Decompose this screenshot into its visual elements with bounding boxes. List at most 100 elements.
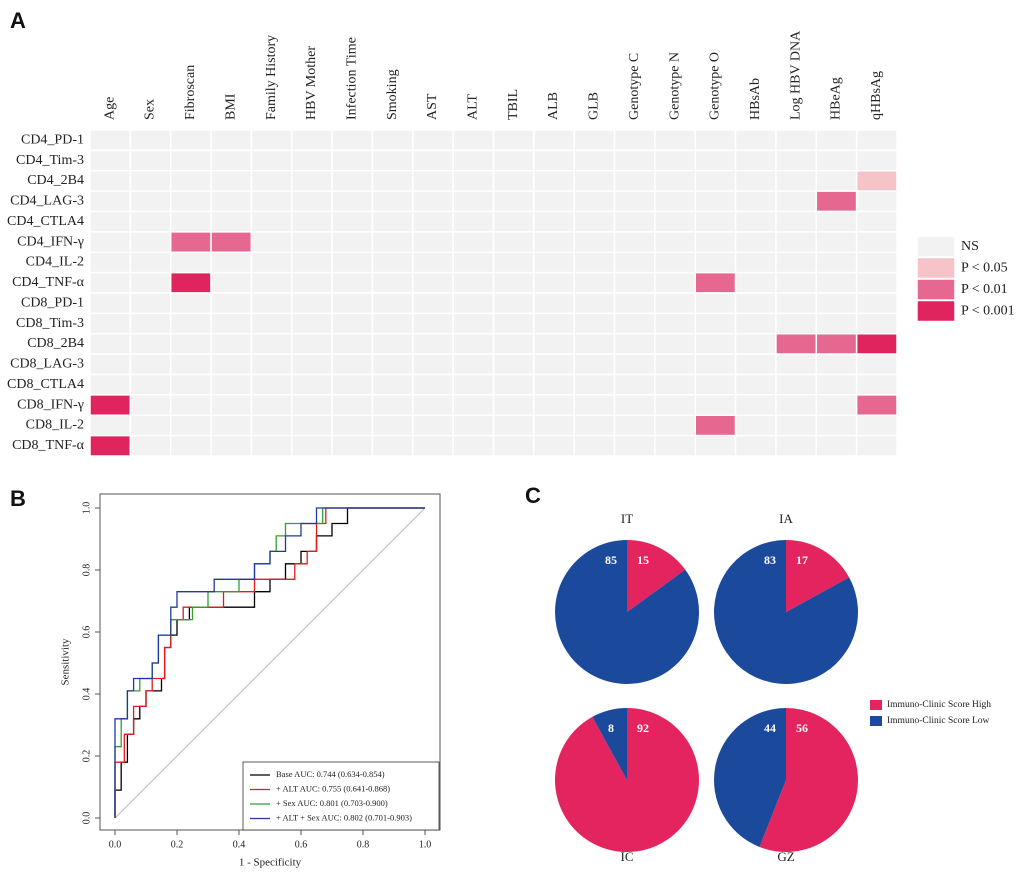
heat-cell	[250, 149, 293, 172]
pie-value-label: 92	[637, 721, 649, 735]
heat-cell	[533, 210, 575, 233]
heat-cell	[613, 373, 656, 396]
heat-cell	[855, 149, 898, 172]
column-label: AST	[425, 93, 440, 120]
heat-cell	[89, 414, 132, 437]
heat-cell	[492, 394, 535, 416]
x-tick-label: 0.4	[233, 839, 246, 850]
heat-cell	[331, 292, 374, 315]
heat-cell	[775, 129, 818, 152]
heat-cell	[371, 394, 414, 416]
heat-cell	[129, 251, 172, 274]
heat-cell	[291, 434, 333, 457]
heat-cell	[371, 210, 414, 233]
heat-cell	[694, 434, 737, 457]
heat-cell	[89, 312, 132, 335]
heat-cell	[169, 353, 212, 376]
heat-cell	[855, 231, 898, 253]
heat-cell	[573, 373, 616, 396]
heat-cell	[654, 271, 697, 294]
y-tick-label: 0.2	[81, 750, 92, 763]
heat-cell	[169, 210, 212, 233]
heat-cell	[533, 312, 575, 335]
heat-cell	[654, 333, 697, 355]
heat-cell	[775, 312, 818, 335]
heat-cell	[855, 333, 898, 355]
column-label: HBsAb	[748, 78, 763, 120]
heat-cell	[613, 271, 656, 294]
column-label: Infection Time	[344, 37, 359, 120]
y-tick-label: 0.6	[81, 626, 92, 639]
heat-cell	[331, 312, 374, 335]
heat-cell	[331, 170, 374, 192]
column-label: Genotype O	[708, 52, 723, 120]
heat-cell	[734, 149, 777, 172]
heat-cell	[129, 394, 172, 416]
heat-cell	[573, 170, 616, 192]
heat-cell	[694, 170, 737, 192]
heat-cell	[412, 414, 454, 437]
heat-cell	[613, 333, 656, 355]
column-label: Genotype C	[627, 53, 642, 120]
x-tick-label: 0.8	[357, 839, 370, 850]
column-label: BMI	[223, 93, 238, 120]
heat-cell	[533, 353, 575, 376]
heat-cell	[613, 170, 656, 192]
heat-cell	[412, 251, 454, 274]
heat-cell	[613, 353, 656, 376]
heat-cell	[210, 170, 253, 192]
heat-cell	[89, 292, 132, 315]
heat-cell	[654, 149, 697, 172]
heat-cell	[694, 271, 737, 294]
pie-slice	[759, 708, 858, 852]
heat-cell	[452, 210, 495, 233]
row-label: CD4_IL-2	[26, 255, 84, 270]
heat-cell	[412, 190, 454, 213]
heat-cell	[129, 170, 172, 192]
heat-cell	[452, 271, 495, 294]
heat-cell	[734, 190, 777, 213]
heat-cell	[654, 312, 697, 335]
heat-cell	[694, 251, 737, 274]
pie-title: IA	[779, 511, 793, 526]
pie-value-label: 17	[796, 553, 808, 567]
heat-cell	[210, 373, 253, 396]
heat-cell	[815, 231, 858, 253]
column-label: GLB	[587, 92, 602, 120]
heat-cell	[775, 373, 818, 396]
heat-cell	[855, 170, 898, 192]
heat-cell	[734, 312, 777, 335]
row-label: CD4_IFN-γ	[17, 234, 84, 249]
heat-cell	[815, 312, 858, 335]
heat-cell	[533, 434, 575, 457]
heat-cell	[129, 312, 172, 335]
heat-cell	[331, 353, 374, 376]
diagonal	[114, 507, 426, 819]
heat-cell	[492, 271, 535, 294]
heat-cell	[331, 414, 374, 437]
x-tick-label: 1.0	[419, 839, 432, 850]
heat-cell	[492, 170, 535, 192]
row-label: CD4_TNF-α	[12, 275, 85, 290]
heat-cell	[573, 292, 616, 315]
heat-cell	[452, 129, 495, 152]
heat-cell	[331, 129, 374, 152]
heat-cell	[412, 434, 454, 457]
heat-cell	[331, 210, 374, 233]
heat-cell	[452, 353, 495, 376]
legend-label: + ALT + Sex AUC: 0.802 (0.701-0.903)	[276, 812, 412, 822]
heat-cell	[89, 170, 132, 192]
legend-label: Immuno-Clinic Score Low	[887, 716, 990, 726]
heat-cell	[492, 149, 535, 172]
column-label: ALB	[546, 92, 561, 120]
heat-cell	[371, 271, 414, 294]
heat-cell	[169, 149, 212, 172]
heat-cell	[775, 170, 818, 192]
heat-cell	[694, 210, 737, 233]
pie-value-label: 8	[608, 721, 614, 735]
heat-cell	[371, 312, 414, 335]
heat-cell	[291, 129, 333, 152]
heat-cell	[654, 170, 697, 192]
heat-cell	[129, 231, 172, 253]
row-label: CD8_IFN-γ	[17, 397, 84, 412]
